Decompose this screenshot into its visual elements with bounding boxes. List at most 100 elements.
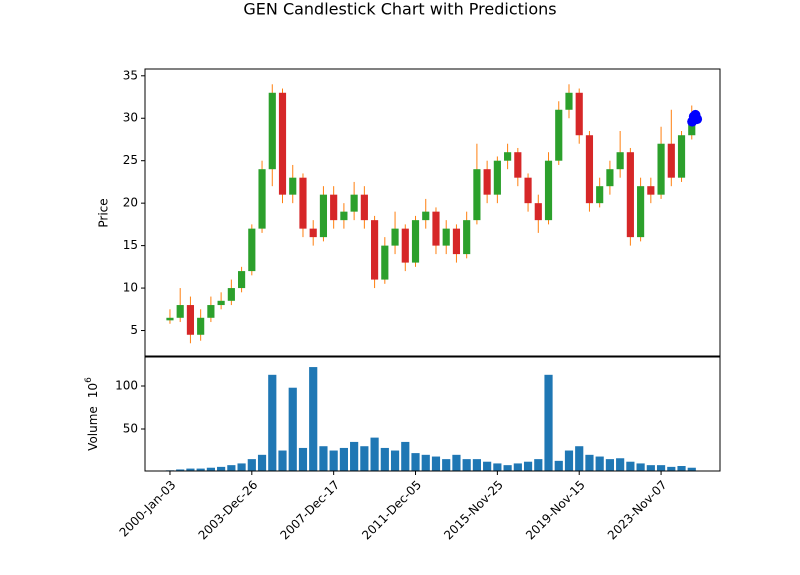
candle-body <box>299 177 307 229</box>
volume-bar <box>513 463 522 471</box>
volume-bar <box>472 459 481 471</box>
candle-body <box>319 194 328 238</box>
candle-body <box>258 169 266 229</box>
volume-bar <box>595 456 604 471</box>
volume-bar <box>247 459 256 471</box>
candle-body <box>473 169 481 221</box>
candle-body <box>544 160 553 221</box>
candle-body <box>493 160 501 195</box>
volume-bar <box>656 465 666 471</box>
volume-bar <box>564 450 574 471</box>
candle-body <box>176 305 184 318</box>
volume-bar <box>667 466 676 471</box>
candle-body <box>422 211 430 221</box>
volume-bar <box>411 453 420 471</box>
candle-body <box>555 109 563 161</box>
volume-bar <box>329 450 338 471</box>
volume-bar <box>544 374 553 471</box>
volume-bar <box>339 447 348 471</box>
candle-body <box>381 245 389 280</box>
y-tick-label: 5 <box>130 323 138 337</box>
candle-body <box>575 92 583 136</box>
volume-bar <box>554 460 563 471</box>
candle-body <box>268 92 276 170</box>
candle-body <box>340 211 348 221</box>
volume-bar <box>288 387 297 471</box>
volume-y-tick-label: 100 <box>115 378 138 392</box>
candle-body <box>238 271 246 289</box>
volume-bar <box>421 454 430 471</box>
volume-bar <box>309 367 318 471</box>
candle-body <box>452 228 461 255</box>
candle-body <box>596 186 604 204</box>
volume-bar <box>687 467 696 471</box>
volume-bar <box>176 469 185 471</box>
volume-bar <box>605 459 615 471</box>
volume-bar <box>217 466 226 471</box>
volume-bar <box>237 463 246 471</box>
x-tick-label: 2015-Nov-25 <box>441 478 506 543</box>
volume-bar <box>534 459 543 471</box>
candle-body <box>330 194 338 221</box>
candle-body <box>504 152 512 161</box>
volume-bar <box>370 437 379 471</box>
candle-body <box>289 177 297 195</box>
candle-body <box>371 220 379 280</box>
volume-bar <box>227 465 236 471</box>
volume-bar <box>483 461 492 471</box>
volume-bar <box>493 463 502 471</box>
candle-body <box>278 92 287 195</box>
volume-bar <box>677 466 686 471</box>
candle-body <box>616 152 624 170</box>
candle-body <box>483 169 491 195</box>
x-tick-label: 2011-Dec-05 <box>359 478 424 543</box>
chart-title: GEN Candlestick Chart with Predictions <box>243 0 556 19</box>
y-tick-label: 10 <box>123 281 138 295</box>
y-tick-label: 35 <box>123 68 138 82</box>
volume-bar <box>585 454 594 471</box>
candle-body <box>637 186 645 238</box>
volume-bar <box>278 450 287 471</box>
x-tick-label: 2000-Jan-03 <box>117 478 179 540</box>
volume-bar <box>575 446 584 471</box>
volume-bar <box>616 458 625 471</box>
x-tick-label: 2023-Nov-07 <box>605 478 670 543</box>
candle-body <box>626 152 634 238</box>
volume-bar <box>626 461 635 471</box>
volume-bar <box>196 468 205 471</box>
y-tick-label: 30 <box>123 111 138 125</box>
volume-bar <box>257 454 267 471</box>
volume-bar <box>360 446 369 471</box>
candle-body <box>166 317 174 321</box>
volume-axis-label: Volume 106 <box>84 377 100 451</box>
volume-label: Volume <box>86 406 100 451</box>
candle-body <box>197 317 205 335</box>
candle-body <box>667 143 675 178</box>
volume-bar <box>186 468 195 471</box>
volume-bar <box>646 465 655 471</box>
candle-body <box>217 300 225 306</box>
candle-body <box>677 135 686 178</box>
candle-body <box>585 135 594 204</box>
volume-bar <box>401 441 410 471</box>
x-tick-label: 2019-Nov-15 <box>523 478 588 543</box>
candle-body <box>442 228 450 246</box>
price-axis-label: Price <box>97 198 111 227</box>
candle-body <box>514 152 522 178</box>
volume-scale-base: 10 <box>86 383 100 398</box>
candle-body <box>309 228 317 238</box>
candle-body <box>524 177 532 204</box>
volume-bar <box>380 447 389 471</box>
volume-bar <box>523 461 533 471</box>
candle-body <box>401 228 409 263</box>
candle-body <box>227 288 235 301</box>
volume-y-tick-label: 50 <box>123 422 138 436</box>
candle-body <box>606 169 614 187</box>
volume-bar <box>206 467 215 471</box>
x-tick-label: 2007-Dec-17 <box>277 478 342 543</box>
candle-body <box>647 186 655 195</box>
candle-body <box>248 228 256 272</box>
y-tick-label: 20 <box>123 196 138 210</box>
candle-body <box>432 211 440 246</box>
candle-body <box>207 305 215 318</box>
